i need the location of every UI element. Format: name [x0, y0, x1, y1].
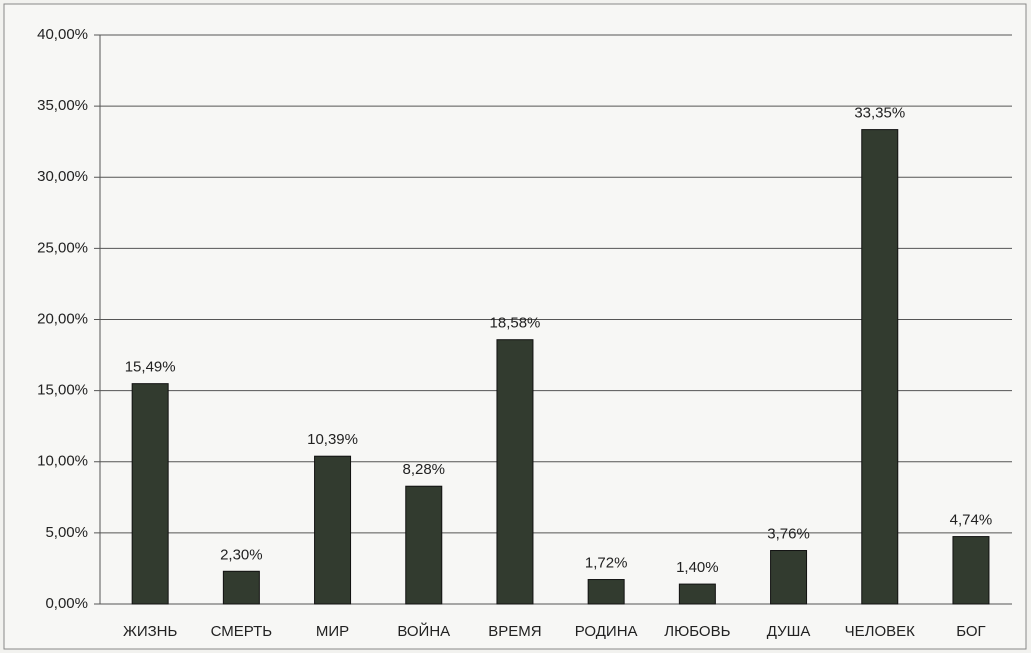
bar — [314, 455, 352, 605]
x-tick-label: РОДИНА — [575, 623, 638, 640]
data-label: 4,74% — [950, 512, 993, 529]
bar — [952, 536, 990, 605]
bar — [770, 550, 808, 605]
x-tick-label: МИР — [316, 623, 349, 640]
bar — [861, 129, 899, 605]
y-tick-label: 25,00% — [37, 239, 88, 256]
y-tick-label: 10,00% — [37, 453, 88, 470]
x-tick-label: ВОЙНА — [397, 622, 450, 640]
y-tick-label: 20,00% — [37, 310, 88, 327]
data-label: 18,58% — [490, 315, 541, 332]
data-label: 33,35% — [854, 105, 905, 122]
x-tick-label: ЧЕЛОВЕК — [845, 623, 916, 640]
x-tick-label: БОГ — [956, 623, 985, 640]
y-tick-label: 0,00% — [45, 595, 88, 612]
bar — [587, 579, 625, 605]
data-label: 10,39% — [307, 431, 358, 448]
x-tick-label: ДУША — [767, 623, 811, 640]
y-tick-label: 40,00% — [37, 26, 88, 43]
bar — [678, 583, 716, 605]
bar — [131, 383, 169, 605]
y-tick-label: 15,00% — [37, 382, 88, 399]
y-tick-label: 30,00% — [37, 168, 88, 185]
data-label: 1,40% — [676, 559, 719, 576]
data-label: 1,72% — [585, 555, 628, 572]
x-tick-label: ВРЕМЯ — [488, 623, 541, 640]
bar — [222, 570, 260, 605]
y-tick-label: 5,00% — [45, 524, 88, 541]
data-label: 3,76% — [767, 525, 810, 542]
x-tick-label: ЖИЗНЬ — [123, 623, 178, 640]
x-tick-label: СМЕРТЬ — [211, 623, 273, 640]
data-label: 2,30% — [220, 546, 263, 563]
bar — [496, 339, 534, 605]
y-tick-label: 35,00% — [37, 97, 88, 114]
data-label: 15,49% — [125, 359, 176, 376]
data-label: 8,28% — [402, 461, 445, 478]
bar — [405, 485, 443, 605]
x-tick-label: ЛЮБОВЬ — [664, 623, 730, 640]
